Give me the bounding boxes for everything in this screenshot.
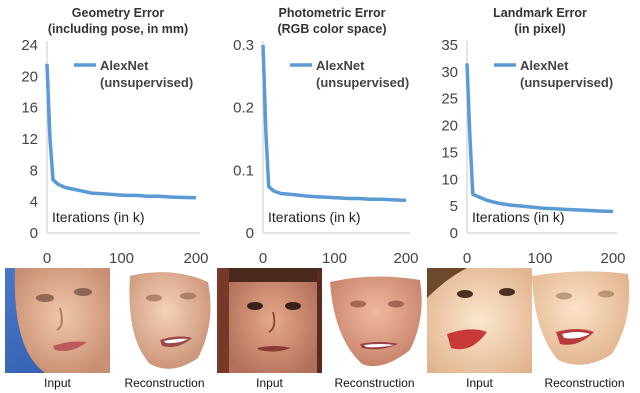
chart-2: Photometric Error (RGB color space) 0 0.1 0.… <box>233 6 418 267</box>
chart-1: Geometry Error (including pose, in mm) 0 4 8… <box>21 6 208 267</box>
face-input-3: Input <box>427 268 532 393</box>
legend-label: (unsupervised) <box>520 75 613 90</box>
y-tick-label: 20 <box>441 118 458 135</box>
y-tick-label: 0 <box>30 225 38 242</box>
x-tick-label: 0 <box>463 250 471 267</box>
y-tick-label: 24 <box>21 37 38 54</box>
legend-label: AlexNet <box>316 58 365 73</box>
x-axis-label: Iterations (in k) <box>268 209 361 225</box>
x-tick-label: 0 <box>43 250 51 267</box>
chart-title-line: (in pixel) <box>514 22 565 36</box>
legend-label: AlexNet <box>520 58 569 73</box>
series-line <box>465 63 614 214</box>
y-tick-label: 30 <box>441 64 458 81</box>
face-caption: Reconstruction <box>544 376 625 390</box>
y-tick-label: 0 <box>246 225 254 242</box>
x-tick-label: 200 <box>183 250 208 267</box>
y-tick-label: 5 <box>450 198 458 215</box>
face-caption: Input <box>256 376 283 390</box>
y-tick-label: 8 <box>30 162 38 179</box>
y-tick-label: 16 <box>21 100 38 117</box>
face-caption: Reconstruction <box>334 376 415 390</box>
legend-label: AlexNet <box>100 58 149 73</box>
face-photo-1 <box>5 268 110 373</box>
y-tick-label: 12 <box>21 131 38 148</box>
x-tick-label: 200 <box>600 250 625 267</box>
y-tick-label: 0 <box>450 225 458 242</box>
chart-3: Landmark Error (in pixel) 0 5 10 15 20 25 30 35 0 1… <box>441 6 625 267</box>
face-photo-3 <box>427 268 532 373</box>
face-reconstruction-1 <box>112 268 217 373</box>
y-tick-label: 25 <box>441 91 458 108</box>
x-tick-label: 0 <box>259 250 267 267</box>
face-caption: Reconstruction <box>124 376 205 390</box>
chart-title-line: (RGB color space) <box>277 22 386 36</box>
y-tick-label: 35 <box>441 37 458 54</box>
x-tick-label: 100 <box>322 250 347 267</box>
chart-title-line: Photometric Error <box>279 6 386 20</box>
face-caption: Input <box>44 376 71 390</box>
face-recon-2: Reconstruction <box>322 268 427 393</box>
face-recon-3: Reconstruction <box>532 268 637 393</box>
chart-title-line: Geometry Error <box>72 6 165 20</box>
series-line <box>45 63 197 200</box>
series-line <box>261 44 407 203</box>
x-axis-label: Iterations (in k) <box>472 209 565 225</box>
face-recon-1: Reconstruction <box>112 268 217 393</box>
y-tick-label: 0.1 <box>233 162 254 179</box>
x-tick-label: 100 <box>109 250 134 267</box>
chart-title-line: Landmark Error <box>493 6 587 20</box>
x-axis-label: Iterations (in k) <box>52 209 145 225</box>
y-tick-label: 10 <box>441 171 458 188</box>
y-tick-label: 15 <box>441 144 458 161</box>
y-tick-label: 0.2 <box>233 100 254 117</box>
legend-label: (unsupervised) <box>316 75 409 90</box>
face-input-2: Input <box>217 268 322 393</box>
x-tick-label: 200 <box>393 250 418 267</box>
face-reconstruction-2 <box>322 268 427 373</box>
legend-label: (unsupervised) <box>100 75 193 90</box>
y-tick-label: 4 <box>30 194 38 211</box>
y-tick-label: 20 <box>21 68 38 85</box>
face-photo-2 <box>217 268 322 373</box>
face-reconstruction-3 <box>532 268 637 373</box>
face-strip: Input Reconstruction <box>0 268 640 393</box>
x-tick-label: 100 <box>527 250 552 267</box>
charts-area: Geometry Error (including pose, in mm) 0 4 8… <box>21 6 625 267</box>
face-input-1: Input <box>5 268 110 393</box>
face-caption: Input <box>466 376 493 390</box>
y-tick-label: 0.3 <box>233 37 254 54</box>
chart-title-line: (including pose, in mm) <box>48 22 188 36</box>
